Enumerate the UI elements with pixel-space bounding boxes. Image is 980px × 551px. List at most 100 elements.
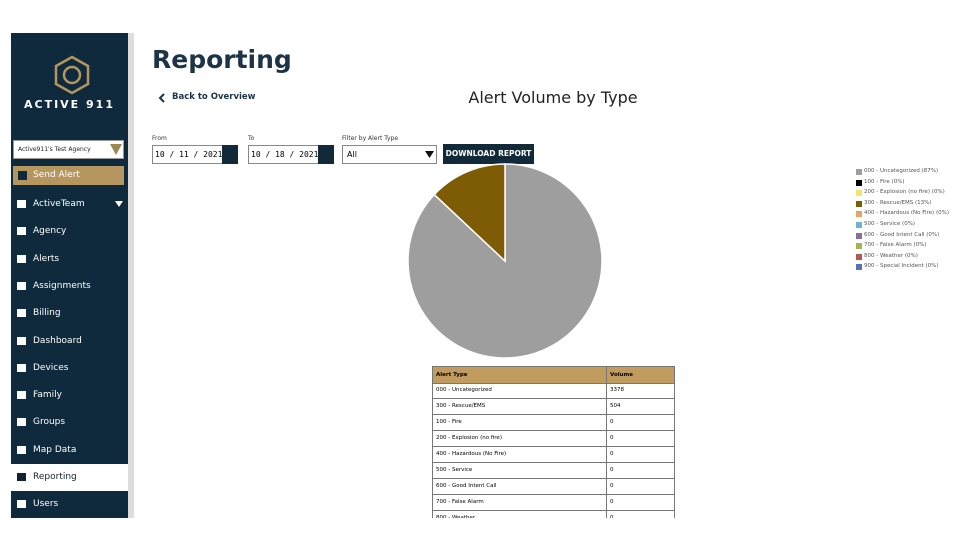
pie-slice [407,163,603,359]
nav-icon [17,254,26,263]
back-icon [158,93,165,103]
nav-label: Map Data [33,444,77,455]
nav-label: Dashboard [33,335,82,346]
legend-label[interactable]: 900 - Special Incident (0%) [864,263,939,270]
nav-label: ActiveTeam [33,199,85,209]
table-cell: 500 - Service [436,467,473,473]
download-button[interactable]: DOWNLOAD REPORT [443,144,534,164]
nav-item[interactable]: Map Data [11,437,128,464]
nav-item[interactable]: ActiveTeam [11,191,128,218]
table-header: Alert Type Volume [432,366,675,384]
legend-label[interactable]: 700 - False Alarm (0%) [864,242,927,249]
nav-label: Family [33,390,62,401]
legend-swatch [856,169,862,175]
nav-icon [17,391,26,400]
col-separator [606,447,607,462]
table-cell: 700 - False Alarm [436,499,484,505]
scrollbar[interactable] [128,33,134,518]
legend-label[interactable]: 300 - Rescue/EMS (13%) [864,199,932,206]
table-row: 200 - Explosion (no fire) 0 [432,431,675,447]
col-separator [606,511,607,518]
logo-text: ACTIVE 911 [23,98,115,111]
nav-icon [17,445,26,454]
select-arrow [110,144,122,155]
table-row: 300 - Rescue/EMS 504 [432,399,675,415]
nav-label: Alerts [33,253,60,264]
nav-item[interactable]: Agency [11,218,128,245]
legend-swatch [856,253,862,260]
nav-label: Agency [33,226,67,237]
back-link[interactable]: Back to Overview [172,92,256,102]
agency-select[interactable]: Active911's Test Agency [13,140,124,159]
legend-swatch [856,232,862,239]
type-arrow [425,151,434,158]
nav-label: Reporting [33,472,77,482]
nav-item[interactable]: Reporting [11,464,128,491]
nav-icon [17,363,26,372]
legend-label[interactable]: 800 - Weather (0%) [864,252,918,259]
table-row: 500 - Service 0 [432,463,675,479]
from-calendar[interactable] [222,145,238,164]
table-cell: 3378 [610,387,624,393]
type-label: Filter by Alert Type [342,135,399,142]
legend-swatch [856,190,862,197]
col-separator [606,383,607,398]
nav-item[interactable]: Users [11,491,128,518]
legend-swatch [856,179,862,186]
nav-icon [17,500,26,509]
nav-item[interactable]: Alerts [11,246,128,273]
nav-icon [17,309,26,318]
table-cell: 0 [610,499,614,505]
nav-item[interactable]: Dashboard [11,328,128,355]
nav-label: Billing [33,308,61,319]
nav-item[interactable]: Family [11,382,128,409]
nav-label: Assignments [33,280,91,291]
legend-swatch [856,264,862,271]
col-separator [606,367,607,383]
legend-swatch [856,211,862,218]
col-separator [606,415,607,430]
header-cell: Alert Type [436,372,468,378]
table-cell: 0 [610,515,614,518]
col-separator [606,399,607,414]
legend-label[interactable]: 100 - Fire (0%) [864,178,905,185]
nav-icon [17,473,26,481]
to-label: To [248,135,255,142]
col-separator [606,431,607,446]
table-cell: 504 [610,403,621,409]
legend-swatch [856,222,862,228]
col-separator [606,479,607,494]
pie-chart [407,163,603,359]
table-cell: 0 [610,419,614,425]
page-title: Reporting [152,45,292,74]
table-cell: 400 - Hazardous (No Fire) [436,451,507,457]
table-cell: 800 - Weather [436,515,476,518]
legend-label[interactable]: 000 - Uncategorized (87%) [864,168,939,174]
legend-swatch [856,200,862,207]
nav-item[interactable]: Billing [11,300,128,327]
table-row: 400 - Hazardous (No Fire) 0 [432,447,675,463]
logo-icon [54,55,90,95]
nav-icon [17,418,26,427]
nav-item[interactable]: Assignments [11,273,128,300]
send-alert-button[interactable]: Send Alert [13,166,124,185]
nav-icon [17,227,26,236]
nav-item[interactable]: Devices [11,355,128,382]
legend-label[interactable]: 600 - Good Intent Call (0%) [864,231,940,238]
to-calendar[interactable] [318,145,334,164]
nav-item[interactable]: Groups [11,409,128,436]
nav-icon [17,281,26,290]
table-row: 700 - False Alarm 0 [432,495,675,511]
expand-arrow [115,201,123,207]
pie-slice [433,163,506,263]
legend-label[interactable]: 200 - Explosion (no fire) (0%) [864,189,945,196]
table-cell: 200 - Explosion (no fire) [436,435,502,441]
nav-icon [17,200,26,208]
sidebar [11,33,128,518]
table-cell: 0 [610,483,614,489]
type-select[interactable]: All [342,145,437,164]
table-row: 000 - Uncategorized 3378 [432,383,675,399]
legend-label[interactable]: 400 - Hazardous (No Fire) (0%) [864,210,949,217]
legend-label[interactable]: 500 - Service (0%) [864,221,916,227]
